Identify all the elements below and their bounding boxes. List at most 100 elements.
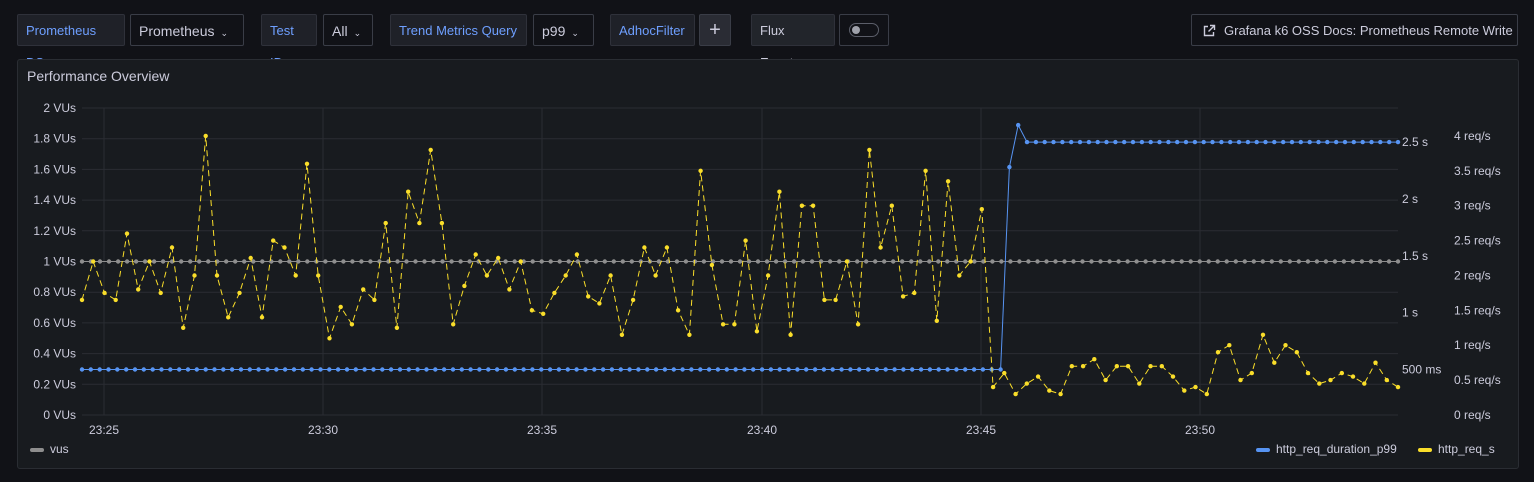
data-point-http_req_duration_p99 <box>539 367 544 372</box>
data-point-http_req_duration_p99 <box>874 367 880 372</box>
data-point-vus <box>485 259 490 264</box>
legend-swatch <box>1256 447 1270 452</box>
data-point-vus <box>1233 259 1239 264</box>
data-point-vus <box>1314 259 1320 264</box>
flux-events-toggle-container <box>839 14 889 46</box>
data-point-http_req_s <box>79 297 85 303</box>
data-point-http_req_s <box>777 189 782 194</box>
docs-link[interactable]: Grafana k6 OSS Docs: Prometheus Remote W… <box>1191 14 1518 46</box>
data-point-vus <box>945 259 950 264</box>
legend-item-http-req-s[interactable]: http_req_s <box>1418 442 1495 456</box>
data-point-vus <box>737 259 743 264</box>
data-point-http_req_duration_p99 <box>309 367 314 372</box>
data-point-http_req_s <box>664 245 670 250</box>
data-point-http_req_duration_p99 <box>503 367 509 372</box>
data-point-http_req_s <box>1013 391 1018 397</box>
data-point-http_req_s <box>282 245 287 250</box>
data-point-http_req_duration_p99 <box>963 367 968 372</box>
y-right-tick-label: 2 req/s <box>1454 268 1491 282</box>
data-point-vus <box>359 259 364 264</box>
datasource-value: Prometheus <box>139 23 215 39</box>
testid-label: Test ID <box>261 14 317 70</box>
y-right-tick-label: 3 req/s <box>1454 199 1491 213</box>
data-point-http_req_s <box>979 207 984 212</box>
data-point-vus <box>1323 259 1329 264</box>
data-point-http_req_duration_p99 <box>194 367 199 372</box>
data-point-http_req_duration_p99 <box>1334 139 1339 145</box>
flux-events-toggle[interactable] <box>849 23 879 37</box>
data-point-vus <box>539 259 544 264</box>
data-point-vus <box>1053 259 1058 264</box>
data-point-http_req_s <box>1058 391 1063 397</box>
trend-query-value: p99 <box>542 23 566 39</box>
data-point-vus <box>566 259 571 264</box>
x-tick-label: 23:30 <box>308 423 338 437</box>
data-point-vus <box>323 259 328 264</box>
data-point-http_req_s <box>518 259 523 264</box>
data-point-http_req_duration_p99 <box>777 367 782 372</box>
data-point-http_req_duration_p99 <box>795 367 800 372</box>
timeseries-chart[interactable]: 0 VUs 0.2 VUs 0.4 VUs 0.6 VUs 0.8 VUs 1 VUs 1.… <box>18 98 1518 468</box>
testid-select[interactable]: All ⌄ <box>323 14 373 46</box>
data-point-http_req_s <box>1215 350 1221 355</box>
data-point-http_req_duration_p99 <box>812 367 818 372</box>
data-point-http_req_s <box>484 273 490 278</box>
data-point-vus <box>882 259 887 264</box>
data-point-http_req_duration_p99 <box>1113 139 1118 145</box>
data-point-http_req_duration_p99 <box>1263 139 1268 145</box>
data-point-http_req_s <box>822 297 827 303</box>
data-point-vus <box>701 259 707 264</box>
data-point-http_req_s <box>900 294 906 299</box>
add-filter-button[interactable]: + <box>699 14 731 46</box>
data-point-http_req_duration_p99 <box>689 367 694 372</box>
data-point-http_req_duration_p99 <box>353 367 358 372</box>
data-point-http_req_duration_p99 <box>1316 139 1321 145</box>
data-point-http_req_duration_p99 <box>335 367 341 372</box>
data-point-vus <box>1116 259 1121 264</box>
data-point-http_req_duration_p99 <box>115 367 120 372</box>
data-point-http_req_duration_p99 <box>1289 139 1295 145</box>
y-left-tick-label: 1 VUs <box>43 255 76 269</box>
data-point-http_req_s <box>957 273 962 278</box>
data-point-http_req_s <box>574 252 580 257</box>
legend-swatch <box>30 447 44 452</box>
data-point-http_req_duration_p99 <box>839 367 844 372</box>
data-point-http_req_s <box>1159 364 1165 369</box>
data-point-http_req_duration_p99 <box>1130 139 1136 145</box>
legend-item-vus[interactable]: vus <box>30 442 69 456</box>
y-right-tick-label: 1 req/s <box>1454 338 1491 352</box>
data-point-http_req_s <box>1148 364 1153 369</box>
data-point-vus <box>404 259 409 264</box>
data-point-vus <box>79 259 85 264</box>
data-point-http_req_s <box>1384 377 1390 383</box>
data-point-vus <box>440 259 445 264</box>
datasource-select[interactable]: Prometheus ⌄ <box>130 14 244 46</box>
data-point-http_req_s <box>1339 370 1345 376</box>
testid-value: All <box>332 23 348 39</box>
data-point-vus <box>719 259 725 264</box>
data-point-vus <box>782 259 788 264</box>
data-point-vus <box>206 259 211 264</box>
data-point-http_req_duration_p99 <box>1077 139 1083 145</box>
y-right-tick-label: 1.5 req/s <box>1454 303 1501 317</box>
data-point-vus <box>602 259 607 264</box>
data-point-http_req_s <box>1125 364 1131 369</box>
data-point-http_req_duration_p99 <box>1157 139 1162 145</box>
toggle-knob <box>852 26 860 34</box>
data-point-http_req_duration_p99 <box>459 367 464 372</box>
data-point-vus <box>620 259 625 264</box>
data-point-http_req_s <box>91 259 96 264</box>
data-point-http_req_duration_p99 <box>521 367 526 372</box>
data-point-vus <box>981 259 986 264</box>
data-point-vus <box>611 259 616 264</box>
data-point-http_req_duration_p99 <box>300 367 305 372</box>
y-right-tick-label: 0 req/s <box>1454 408 1491 422</box>
data-point-http_req_s <box>1069 364 1075 369</box>
y-mid-tick-label: 500 ms <box>1402 363 1441 377</box>
data-point-vus <box>179 259 184 264</box>
external-link-icon <box>1203 24 1216 37</box>
data-point-http_req_duration_p99 <box>1210 139 1215 145</box>
trend-query-select[interactable]: p99 ⌄ <box>533 14 594 46</box>
legend-item-http-req-duration[interactable]: http_req_duration_p99 <box>1256 442 1397 456</box>
x-tick-label: 23:40 <box>747 423 777 437</box>
